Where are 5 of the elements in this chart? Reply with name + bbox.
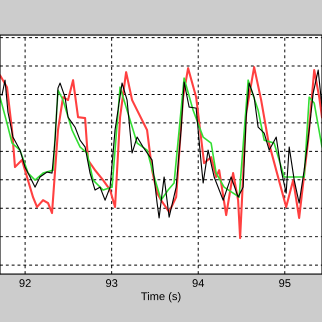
x-axis-title: Time (s) <box>141 292 180 302</box>
x-tick-label: 94 <box>192 279 204 288</box>
x-tick-label: 93 <box>106 279 118 288</box>
x-tick-label: 92 <box>19 279 31 288</box>
x-tick-label: 95 <box>279 279 290 288</box>
